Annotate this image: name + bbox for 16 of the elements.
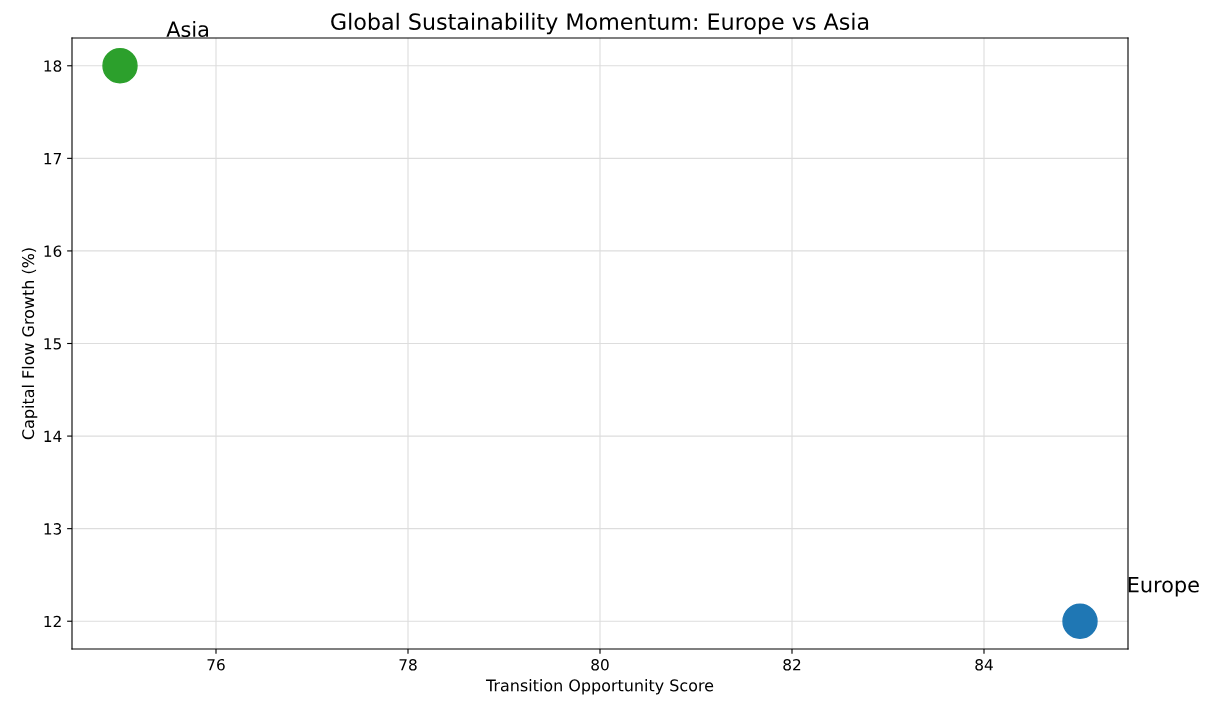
y-tick-label: 17 xyxy=(44,153,61,165)
x-axis-title: Transition Opportunity Score xyxy=(485,679,714,695)
x-tick-label: 80 xyxy=(591,658,609,671)
x-tick-label: 84 xyxy=(975,658,993,671)
y-tick-label: 18 xyxy=(44,60,62,72)
series-label: Asia xyxy=(166,20,208,38)
x-tick-label: 76 xyxy=(207,658,225,671)
y-tick-label: 14 xyxy=(44,430,62,442)
y-tick-label: 16 xyxy=(44,245,62,257)
y-tick-label: 12 xyxy=(44,615,61,628)
chart-title: Global Sustainability Momentum: Europe vs Asia xyxy=(331,12,869,35)
y-tick-label: 15 xyxy=(44,338,61,350)
y-tick-label: 13 xyxy=(44,523,62,535)
y-axis-title: Capital Flow Growth (%) xyxy=(21,248,38,440)
x-tick-label: 78 xyxy=(399,658,417,671)
x-tick-label: 82 xyxy=(783,658,801,671)
